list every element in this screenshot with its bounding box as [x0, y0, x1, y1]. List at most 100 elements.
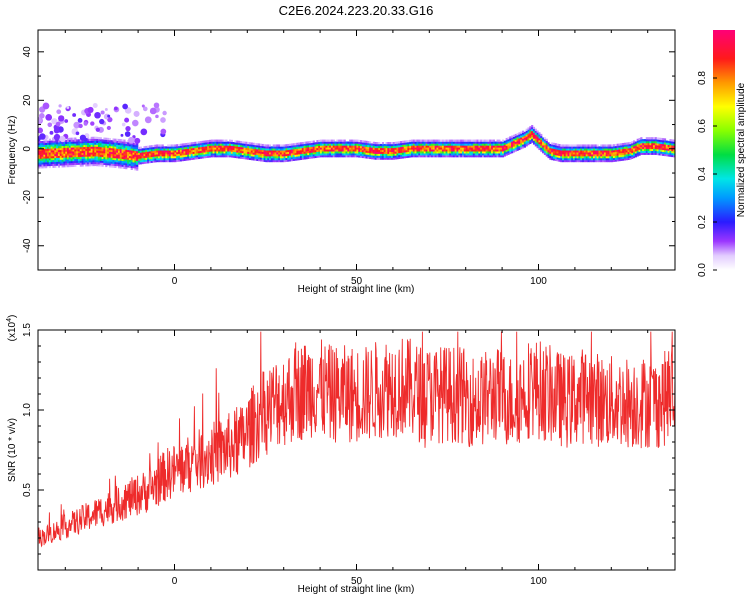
heatmap-cell [185, 144, 188, 148]
heatmap-cell [361, 153, 364, 157]
heatmap-cell [79, 148, 82, 152]
heatmap-cell [569, 159, 572, 163]
heatmap-cell [219, 145, 223, 148]
heatmap-cell [552, 142, 556, 146]
heatmap-cell [207, 143, 210, 147]
heatmap-cell [532, 140, 536, 143]
heatmap-cell [225, 149, 228, 152]
heatmap-cell [223, 145, 226, 148]
heatmap-cell [534, 136, 537, 139]
heatmap-cell [92, 154, 95, 157]
heatmap-cell [583, 144, 587, 147]
heatmap-cell [61, 149, 64, 152]
heatmap-cell [403, 150, 406, 153]
heatmap-cell [289, 151, 292, 154]
heatmap-cell [96, 144, 99, 147]
heatmap-cell [294, 154, 297, 157]
heatmap-cell [208, 149, 212, 152]
heatmap-cell [87, 164, 90, 167]
heatmap-cell [132, 166, 135, 169]
heatmap-cell [205, 144, 208, 147]
heatmap-cell [341, 153, 344, 156]
heatmap-cell [432, 153, 435, 156]
heatmap-cell [614, 143, 617, 147]
heatmap-cell [254, 150, 257, 153]
heatmap-cell [152, 146, 155, 150]
heatmap-cell [627, 144, 630, 147]
heatmap-cell [110, 165, 113, 168]
heatmap-cell [316, 145, 319, 149]
heatmap-cell [554, 152, 557, 156]
heatmap-cell [110, 163, 113, 166]
heatmap-cell [465, 155, 468, 158]
heatmap-cell [103, 141, 106, 144]
heatmap-cell [65, 155, 68, 158]
heatmap-cell [649, 150, 652, 153]
heatmap-cell [390, 153, 394, 156]
heatmap-cell [90, 142, 93, 145]
heatmap-cell [441, 149, 445, 152]
heatmap-cell [616, 149, 619, 152]
heatmap-cell [443, 147, 446, 150]
heatmap-cell [512, 146, 516, 149]
heatmap-cell [481, 153, 485, 156]
heatmap-cell [551, 150, 554, 153]
heatmap-cell [323, 143, 326, 146]
heatmap-cell [618, 153, 621, 156]
heatmap-cell [445, 155, 448, 158]
heatmap-cell [74, 162, 77, 165]
heatmap-cell [403, 148, 406, 151]
heatmap-cell [325, 145, 328, 148]
heatmap-cell [61, 151, 64, 154]
heatmap-cell [70, 149, 73, 152]
heatmap-cell [107, 153, 110, 156]
heatmap-cell [411, 151, 414, 154]
heatmap-cell [72, 137, 75, 140]
heatmap-cell [456, 151, 459, 154]
heatmap-cell [671, 149, 674, 152]
heatmap-cell [287, 155, 290, 158]
heatmap-cell [534, 142, 537, 145]
heatmap-cell [585, 154, 588, 157]
heatmap-cell [578, 158, 581, 161]
heatmap-cell [558, 159, 561, 162]
heatmap-cell [412, 141, 415, 144]
heatmap-cell [208, 155, 212, 158]
heatmap-cell [254, 156, 257, 159]
heatmap-cell [414, 147, 417, 150]
heatmap-cell [598, 154, 601, 157]
heatmap-cell [112, 157, 115, 161]
heatmap-cell [52, 142, 55, 145]
heatmap-cell [130, 150, 133, 153]
heatmap-spot [107, 114, 111, 118]
heatmap-cell [472, 153, 475, 156]
heatmap-cell [538, 132, 541, 135]
heatmap-cell [83, 146, 86, 150]
heatmap-cell [172, 146, 175, 149]
heatmap-cell [336, 145, 339, 148]
heatmap-cell [572, 152, 576, 155]
heatmap-cell [150, 152, 153, 156]
heatmap-cell [398, 141, 401, 144]
heatmap-cell [276, 156, 279, 159]
heatmap-cell [223, 153, 226, 156]
heatmap-cell [653, 139, 656, 142]
heatmap-cell [663, 140, 667, 143]
heatmap-cell [385, 149, 388, 152]
heatmap-cell [401, 156, 405, 159]
heatmap-cell [252, 146, 255, 149]
heatmap-cell [76, 160, 79, 163]
heatmap-cell [229, 145, 232, 148]
heatmap-cell [303, 155, 306, 158]
heatmap-cell [254, 146, 257, 150]
heatmap-cell [309, 144, 312, 148]
heatmap-cell [587, 158, 590, 161]
heatmap-cell [96, 156, 99, 159]
heatmap-cell [85, 164, 88, 167]
heatmap-cell [360, 142, 363, 145]
heatmap-cell [136, 158, 139, 161]
heatmap-cell [582, 152, 585, 155]
heatmap-cell [649, 141, 652, 144]
heatmap-cell [43, 150, 46, 153]
heatmap-cell [87, 144, 90, 147]
